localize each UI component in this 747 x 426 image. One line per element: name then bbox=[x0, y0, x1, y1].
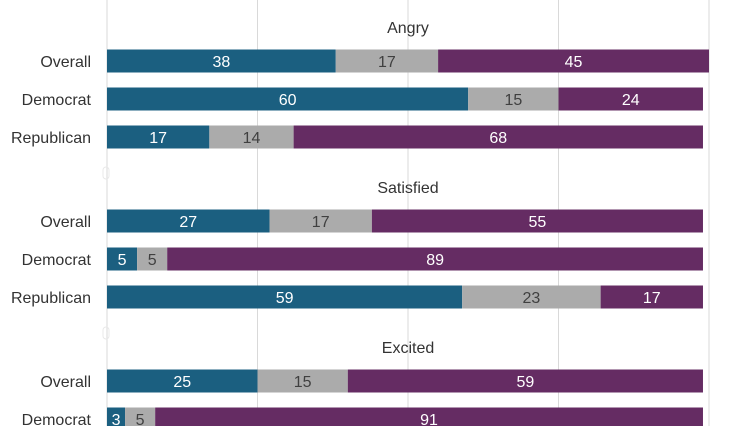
data-label: 91 bbox=[420, 412, 438, 426]
group-title: Angry bbox=[387, 20, 429, 37]
bar-segment bbox=[269, 209, 372, 233]
bar-segment bbox=[462, 285, 601, 309]
data-label: 3 bbox=[112, 412, 121, 426]
data-label: 5 bbox=[118, 252, 127, 269]
row-label: Republican bbox=[11, 130, 91, 147]
group-title: Excited bbox=[382, 340, 434, 357]
bar-segment bbox=[167, 247, 703, 271]
bar-segment bbox=[257, 369, 348, 393]
row-label: Overall bbox=[40, 54, 91, 71]
bar-segment bbox=[293, 125, 703, 149]
data-label: 17 bbox=[312, 214, 330, 231]
bar-row: Democrat 3 5 91 bbox=[22, 407, 703, 426]
data-label: 60 bbox=[279, 92, 297, 109]
data-label: 15 bbox=[504, 92, 522, 109]
bar-row: Overall 38 17 45 bbox=[40, 49, 709, 73]
data-label: 17 bbox=[378, 54, 396, 71]
data-label: 68 bbox=[489, 130, 507, 147]
bar-row: Democrat 60 15 24 bbox=[22, 87, 703, 111]
group-excited: Excited Overall 25 15 59 Democrat 3 5 91 bbox=[22, 340, 703, 426]
data-label: 38 bbox=[212, 54, 230, 71]
bar-segment bbox=[155, 407, 703, 426]
data-label: 5 bbox=[148, 252, 157, 269]
bar-segment bbox=[600, 285, 703, 309]
bar-segment bbox=[107, 369, 258, 393]
bar-segment bbox=[137, 247, 168, 271]
bar-segment bbox=[107, 87, 469, 111]
data-label: 59 bbox=[516, 374, 534, 391]
row-label: Democrat bbox=[22, 412, 92, 426]
group-separator-marker bbox=[102, 166, 110, 180]
bar-segment bbox=[209, 125, 294, 149]
data-label: 15 bbox=[294, 374, 312, 391]
bar-row: Overall 27 17 55 bbox=[40, 209, 703, 233]
row-label: Democrat bbox=[22, 92, 92, 109]
data-label: 25 bbox=[173, 374, 191, 391]
data-label: 23 bbox=[523, 290, 541, 307]
row-label: Democrat bbox=[22, 252, 92, 269]
row-label: Overall bbox=[40, 374, 91, 391]
bar-segment bbox=[335, 49, 439, 73]
bar-segment bbox=[107, 407, 126, 426]
bar-segment bbox=[438, 49, 709, 73]
data-label: 89 bbox=[426, 252, 444, 269]
bar-segment bbox=[107, 125, 210, 149]
bar-row: Republican 59 23 17 bbox=[11, 285, 703, 309]
group-angry: Angry Overall 38 17 45 Democrat 60 15 24 Republic… bbox=[11, 20, 709, 180]
bar-segment bbox=[125, 407, 156, 426]
data-label: 55 bbox=[529, 214, 547, 231]
bar-segment bbox=[107, 209, 270, 233]
data-label: 59 bbox=[276, 290, 294, 307]
bar-segment bbox=[107, 247, 138, 271]
data-label: 14 bbox=[243, 130, 261, 147]
data-label: 24 bbox=[622, 92, 640, 109]
row-label: Overall bbox=[40, 214, 91, 231]
chart-marks: Angry Overall 38 17 45 Democrat 60 15 24 Republic… bbox=[11, 20, 709, 426]
data-label: 45 bbox=[565, 54, 583, 71]
bar-segment bbox=[468, 87, 559, 111]
data-label: 27 bbox=[179, 214, 197, 231]
bar-segment bbox=[107, 285, 463, 309]
data-label: 5 bbox=[136, 412, 145, 426]
bar-row: Republican 17 14 68 bbox=[11, 125, 703, 149]
data-label: 17 bbox=[643, 290, 661, 307]
bar-segment bbox=[371, 209, 703, 233]
group-separator-marker bbox=[102, 326, 110, 340]
bar-segment bbox=[558, 87, 703, 111]
bar-segment bbox=[347, 369, 703, 393]
bar-segment bbox=[107, 49, 336, 73]
group-title: Satisfied bbox=[377, 180, 438, 197]
data-label: 17 bbox=[149, 130, 167, 147]
bar-row: Democrat 5 5 89 bbox=[22, 247, 703, 271]
bar-row: Overall 25 15 59 bbox=[40, 369, 703, 393]
row-label: Republican bbox=[11, 290, 91, 307]
